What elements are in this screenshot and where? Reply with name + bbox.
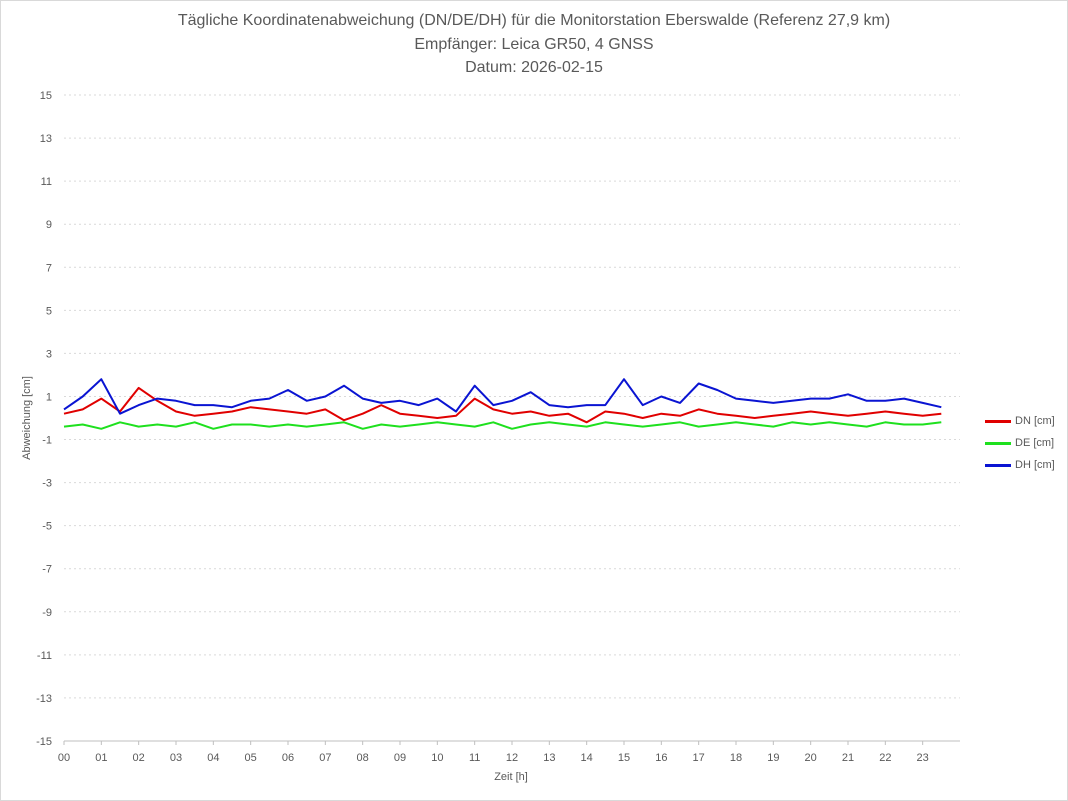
legend-swatch-dn bbox=[985, 419, 1011, 423]
x-tick-label: 04 bbox=[207, 752, 219, 764]
chart-legend: DN [cm] DE [cm] DH [cm] bbox=[985, 410, 1055, 476]
x-tick-label: 11 bbox=[469, 752, 480, 764]
y-tick-label: -11 bbox=[37, 650, 52, 662]
y-tick-label: 9 bbox=[46, 219, 52, 231]
x-tick-label: 13 bbox=[543, 752, 555, 764]
x-tick-label: 22 bbox=[879, 752, 891, 764]
x-tick-label: 20 bbox=[805, 752, 817, 764]
x-tick-label: 12 bbox=[506, 752, 518, 764]
y-tick-label: -7 bbox=[42, 564, 52, 576]
x-tick-label: 21 bbox=[842, 752, 854, 764]
x-tick-label: 01 bbox=[95, 752, 107, 764]
y-tick-label: 15 bbox=[40, 90, 52, 102]
y-tick-label: -13 bbox=[36, 693, 52, 705]
x-tick-label: 10 bbox=[431, 752, 443, 764]
legend-label-dh: DH [cm] bbox=[1015, 459, 1055, 471]
series-line-de bbox=[63, 421, 942, 430]
y-tick-label: 3 bbox=[46, 348, 52, 360]
x-tick-label: 16 bbox=[655, 752, 667, 764]
series-line-dh bbox=[63, 378, 942, 415]
y-tick-label: -3 bbox=[42, 478, 52, 490]
y-axis-label: Abweichung [cm] bbox=[21, 376, 33, 460]
x-tick-label: 08 bbox=[357, 752, 369, 764]
y-tick-label: 11 bbox=[41, 176, 52, 188]
y-tick-label: 7 bbox=[46, 262, 52, 274]
legend-item-dn: DN [cm] bbox=[985, 410, 1055, 432]
legend-swatch-dh bbox=[985, 463, 1011, 467]
x-tick-label: 19 bbox=[767, 752, 779, 764]
x-tick-label: 15 bbox=[618, 752, 630, 764]
y-tick-label: 1 bbox=[46, 391, 52, 403]
y-tick-label: -15 bbox=[36, 736, 52, 748]
x-tick-label: 00 bbox=[58, 752, 70, 764]
legend-item-dh: DH [cm] bbox=[985, 454, 1055, 476]
legend-swatch-de bbox=[985, 441, 1011, 445]
y-tick-label: 5 bbox=[46, 305, 52, 317]
x-tick-label: 05 bbox=[245, 752, 257, 764]
legend-label-dn: DN [cm] bbox=[1015, 415, 1055, 427]
y-tick-label: -1 bbox=[42, 435, 52, 447]
x-tick-label: 09 bbox=[394, 752, 406, 764]
chart-title: Tägliche Koordinatenabweichung (DN/DE/DH… bbox=[177, 12, 891, 29]
legend-item-de: DE [cm] bbox=[985, 432, 1055, 454]
x-tick-label: 18 bbox=[730, 752, 742, 764]
y-tick-label: -9 bbox=[42, 607, 52, 619]
x-tick-label: 02 bbox=[133, 752, 145, 764]
y-tick-label: 13 bbox=[40, 133, 52, 145]
x-tick-label: 07 bbox=[319, 752, 331, 764]
x-tick-label: 17 bbox=[693, 752, 705, 764]
y-tick-label: -5 bbox=[42, 521, 52, 533]
x-axis-label: Zeit [h] bbox=[494, 771, 528, 783]
x-tick-label: 06 bbox=[282, 752, 294, 764]
legend-label-de: DE [cm] bbox=[1015, 437, 1055, 449]
x-tick-label: 14 bbox=[581, 752, 593, 764]
series-line-dn bbox=[63, 386, 942, 424]
chart-subtitle-receiver: Empfänger: Leica GR50, 4 GNSS bbox=[414, 36, 654, 53]
x-tick-label: 03 bbox=[170, 752, 182, 764]
chart-subtitle-date: Datum: 2026-02-15 bbox=[465, 59, 603, 76]
x-tick-label: 23 bbox=[917, 752, 929, 764]
